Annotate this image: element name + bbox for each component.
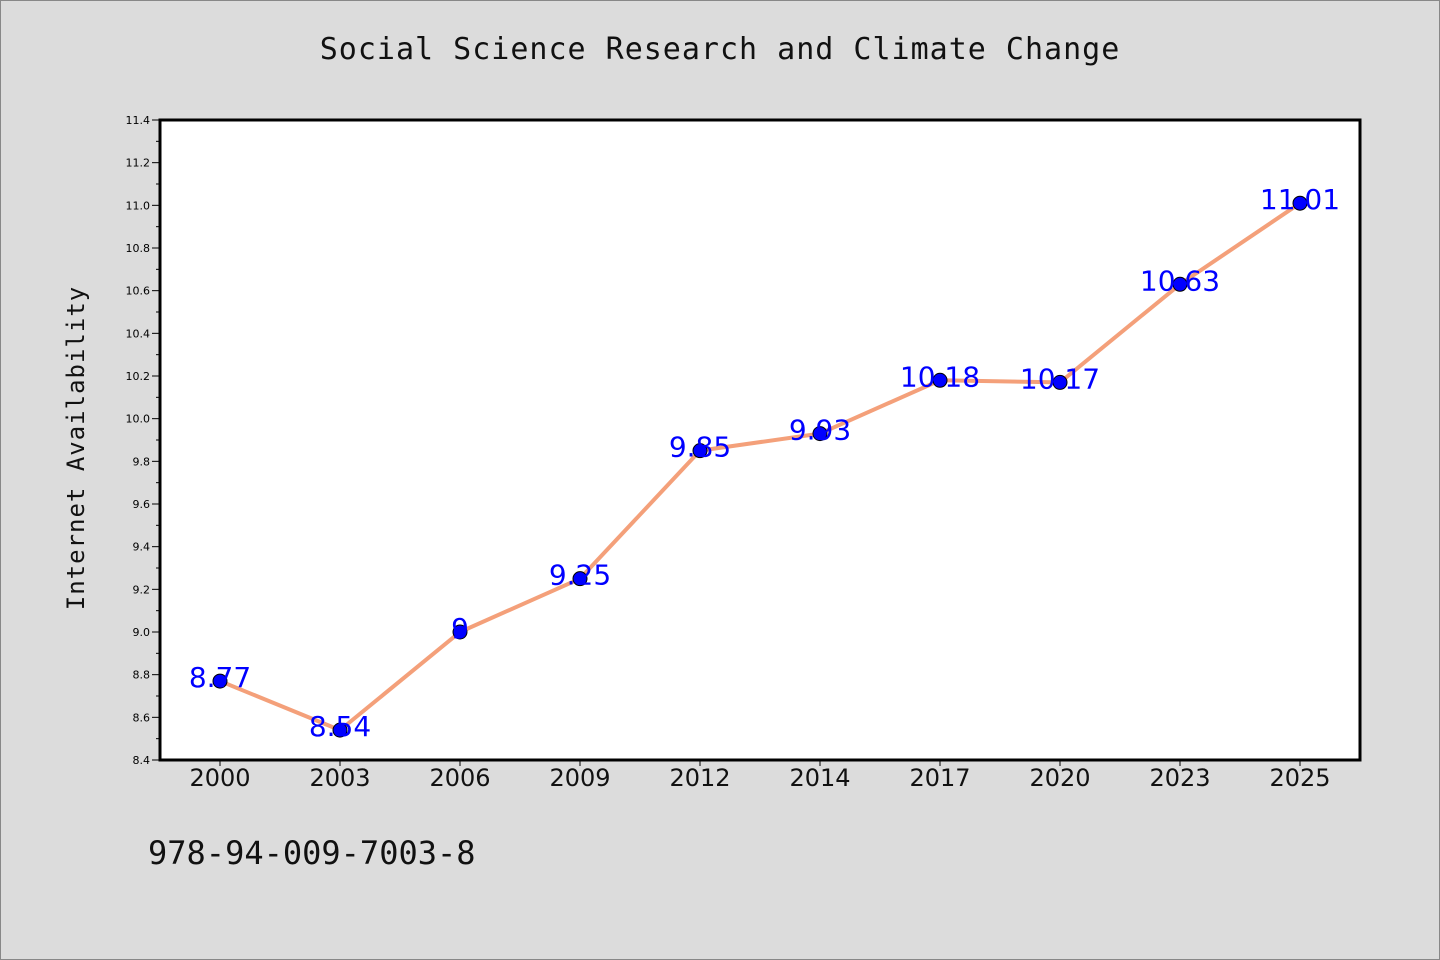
y-axis: 8.4 8.6 8.8 9.0 9.2 9.4 9.6 9.8 10.0 10.2 10.4 10.6… [126, 114, 160, 767]
y-tick-label: 10.6 [126, 285, 151, 298]
data-label: 9.25 [549, 559, 611, 592]
y-tick-label: 9.8 [133, 455, 151, 468]
data-point [932, 372, 948, 388]
y-tick-label: 10.8 [126, 242, 151, 255]
y-tick-label: 9.4 [133, 541, 151, 554]
series-layer: 8.77 8.54 9 9.25 9.85 9.93 10.18 10.17 10.63 11.0… [189, 183, 1340, 743]
data-label: 8.54 [309, 710, 371, 743]
x-tick-label: 2012 [669, 764, 730, 792]
data-label: 8.77 [189, 661, 251, 694]
data-label: 9.85 [669, 431, 731, 464]
y-tick-label: 10.0 [126, 413, 151, 426]
y-tick-label: 11.2 [126, 157, 151, 170]
y-tick-label: 10.2 [126, 370, 151, 383]
y-tick-label: 11.0 [126, 199, 151, 212]
data-label: 10.18 [900, 360, 980, 393]
data-label: 11.01 [1260, 183, 1340, 216]
plot-area [160, 120, 1360, 760]
data-point [692, 443, 708, 459]
y-tick-label: 9.6 [133, 498, 151, 511]
x-tick-label: 2025 [1269, 764, 1330, 792]
y-tick-label: 9.2 [133, 583, 151, 596]
data-point [452, 624, 468, 640]
data-point [1172, 276, 1188, 292]
x-tick-label: 2006 [429, 764, 490, 792]
data-point [812, 426, 828, 442]
plot-border [158, 118, 1362, 762]
data-point [212, 673, 228, 689]
data-point [332, 722, 348, 738]
x-tick-label: 2014 [789, 764, 850, 792]
footer-code: 978-94-009-7003-8 [148, 834, 476, 872]
y-tick-label: 8.6 [133, 711, 151, 724]
data-label: 9 [451, 612, 469, 645]
x-axis: 2000 2003 2006 2009 2012 2014 2017 2020 2023 2025 [189, 760, 1331, 792]
x-tick-label: 2023 [1149, 764, 1210, 792]
series-line [218, 201, 1302, 733]
y-tick-label: 8.8 [133, 669, 151, 682]
data-point [1292, 195, 1308, 211]
data-label: 9.93 [789, 414, 851, 447]
x-tick-label: 2009 [549, 764, 610, 792]
x-tick-label: 2017 [909, 764, 970, 792]
data-point [1052, 374, 1068, 390]
data-point [572, 571, 588, 587]
data-label: 10.17 [1020, 362, 1100, 395]
data-label: 10.63 [1140, 264, 1220, 297]
y-tick-label: 11.4 [126, 114, 151, 127]
chart-title: Social Science Research and Climate Chan… [319, 32, 1121, 67]
y-tick-label: 8.4 [133, 754, 151, 767]
y-tick-label: 9.0 [133, 626, 151, 639]
y-tick-label: 10.4 [126, 327, 151, 340]
x-tick-label: 2000 [189, 764, 250, 792]
x-tick-label: 2020 [1029, 764, 1090, 792]
x-tick-label: 2003 [309, 764, 370, 792]
